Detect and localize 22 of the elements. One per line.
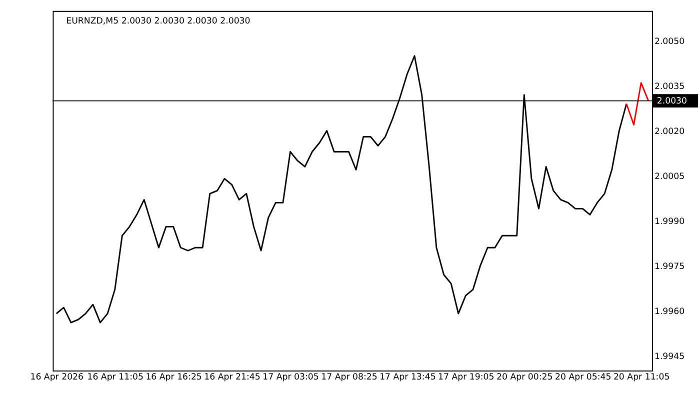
x-tick-label: 16 Apr 11:05 (87, 372, 144, 383)
y-tick-label: 1.9960 (654, 306, 685, 317)
line-series (626, 82, 650, 126)
x-tick-label: 17 Apr 03:05 (262, 372, 319, 383)
x-tick-label: 16 Apr 21:45 (204, 372, 260, 383)
x-tick-label: 16 Apr 2026 (30, 372, 84, 383)
y-tick-label: 1.9945 (654, 352, 685, 362)
x-tick-label: 17 Apr 19:05 (438, 372, 494, 383)
y-tick-label: 1.9975 (654, 262, 685, 272)
x-tick-label: 17 Apr 13:45 (380, 372, 436, 383)
x-tick-label: 17 Apr 08:25 (321, 372, 378, 383)
text: EURNZD,M5 2.0030 2.0030 2.0030 2.0030 (66, 16, 250, 26)
x-tick-label: 20 Apr 11:05 (613, 372, 670, 383)
ref-line-label: 2.0030 (656, 96, 688, 107)
x-tick-label: 16 Apr 16:25 (146, 372, 202, 383)
y-tick-label: 2.0050 (654, 37, 685, 48)
y-tick-label: 1.9990 (654, 217, 685, 228)
y-tick-label: 2.0035 (654, 82, 685, 92)
y-tick-label: 2.0020 (654, 127, 685, 138)
x-tick-label: 20 Apr 00:25 (496, 372, 553, 383)
y-tick-label: 2.0005 (654, 172, 685, 182)
x-tick-label: 20 Apr 05:45 (554, 372, 612, 383)
